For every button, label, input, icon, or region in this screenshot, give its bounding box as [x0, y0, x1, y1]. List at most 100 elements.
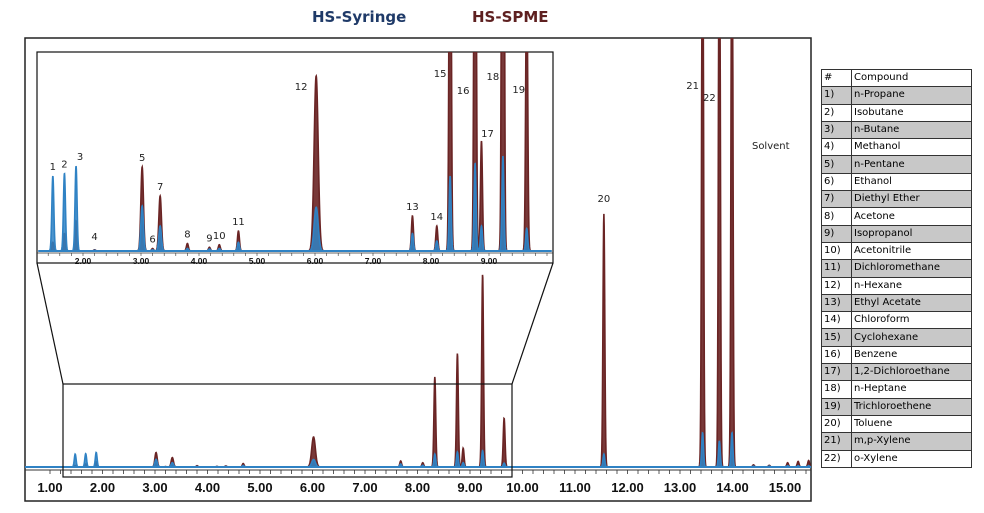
main-x-tick-label: 13.00 — [664, 480, 697, 495]
table-row: 7)Diethyl Ether — [822, 191, 972, 208]
peak-label: 9 — [206, 233, 212, 244]
peak-label: 14 — [430, 212, 443, 223]
compound-legend-table: #Compound1)n-Propane2)Isobutane3)n-Butan… — [821, 69, 972, 468]
peak-label: 8 — [184, 230, 190, 241]
number-cell: 18) — [822, 381, 852, 398]
legend-hs-spme: HS-SPME — [472, 8, 549, 26]
peak-label: 21 — [686, 81, 699, 92]
compound-cell: m,p-Xylene — [852, 433, 972, 450]
compound-cell: n-Pentane — [852, 156, 972, 173]
number-cell: 10) — [822, 242, 852, 259]
peak-label: 4 — [91, 232, 97, 243]
table-row: 1)n-Propane — [822, 87, 972, 104]
inset-x-tick-label: 2.00 — [75, 256, 92, 266]
number-cell: 19) — [822, 398, 852, 415]
compound-cell: Chloroform — [852, 312, 972, 329]
compound-cell: Toluene — [852, 415, 972, 432]
legend-hs-syringe: HS-Syringe — [312, 8, 406, 26]
compound-cell: n-Hexane — [852, 277, 972, 294]
main-x-tick-label: 2.00 — [90, 480, 115, 495]
peak-label: 11 — [232, 217, 245, 228]
peak-label: 12 — [295, 82, 308, 93]
table-row: 16)Benzene — [822, 346, 972, 363]
zoom-connector-right — [512, 263, 553, 384]
zoom-region-box — [63, 384, 512, 477]
peak-label: 6 — [149, 235, 155, 246]
compound-cell: Diethyl Ether — [852, 191, 972, 208]
compound-cell: n-Butane — [852, 121, 972, 138]
compound-cell: Methanol — [852, 139, 972, 156]
peak-label: 2 — [61, 160, 67, 171]
table-row: 4)Methanol — [822, 139, 972, 156]
main-x-tick-label: 3.00 — [142, 480, 167, 495]
number-cell: 2) — [822, 104, 852, 121]
number-cell: 7) — [822, 191, 852, 208]
main-x-tick-label: 1.00 — [37, 480, 62, 495]
peak-label: 1 — [50, 162, 56, 173]
inset-x-tick-label: 3.00 — [133, 256, 150, 266]
compound-cell: 1,2-Dichloroethane — [852, 364, 972, 381]
main-x-axis: 1.002.003.004.005.006.007.008.009.0010.0… — [25, 470, 811, 495]
number-cell: 4) — [822, 139, 852, 156]
inset-x-tick-label: 5.00 — [249, 256, 266, 266]
table-row: 21)m,p-Xylene — [822, 433, 972, 450]
table-row: 22)o-Xylene — [822, 450, 972, 467]
peak-label: 7 — [157, 182, 163, 193]
table-row: 8)Acetone — [822, 208, 972, 225]
zoom-connector-left — [37, 263, 63, 384]
table-row: 17)1,2-Dichloroethane — [822, 364, 972, 381]
table-row: 14)Chloroform — [822, 312, 972, 329]
number-cell: 20) — [822, 415, 852, 432]
number-cell: 15) — [822, 329, 852, 346]
main-x-tick-label: 15.00 — [769, 480, 802, 495]
peak-label: 3 — [77, 152, 83, 163]
number-cell: 3) — [822, 121, 852, 138]
peak-label: 10 — [213, 231, 226, 242]
table-row: 13)Ethyl Acetate — [822, 294, 972, 311]
compound-cell: Isopropanol — [852, 225, 972, 242]
table-row: 15)Cyclohexane — [822, 329, 972, 346]
table-row: 10)Acetonitrile — [822, 242, 972, 259]
main-x-tick-label: 8.00 — [405, 480, 430, 495]
main-x-tick-label: 4.00 — [195, 480, 220, 495]
number-cell: 21) — [822, 433, 852, 450]
compound-cell: o-Xylene — [852, 450, 972, 467]
compound-cell: Compound — [852, 70, 972, 87]
table-row: 3)n-Butane — [822, 121, 972, 138]
compound-cell: n-Heptane — [852, 381, 972, 398]
number-cell: 6) — [822, 173, 852, 190]
table-header-row: #Compound — [822, 70, 972, 87]
compound-cell: Cyclohexane — [852, 329, 972, 346]
number-cell: 16) — [822, 346, 852, 363]
main-x-tick-label: 11.00 — [559, 480, 591, 495]
compound-cell: Acetone — [852, 208, 972, 225]
number-cell: 22) — [822, 450, 852, 467]
main-x-tick-label: 10.00 — [506, 480, 539, 495]
compound-cell: Dichloromethane — [852, 260, 972, 277]
table-row: 11)Dichloromethane — [822, 260, 972, 277]
main-hs-syringe-trace — [25, 433, 811, 467]
peak-label: 20 — [598, 194, 611, 205]
inset-x-tick-label: 8.00 — [423, 256, 440, 266]
peak-label: 22 — [703, 93, 716, 104]
main-x-tick-label: 7.00 — [352, 480, 377, 495]
table-row: 2)Isobutane — [822, 104, 972, 121]
compound-cell: Trichloroethene — [852, 398, 972, 415]
number-cell: 5) — [822, 156, 852, 173]
peak-label: 13 — [406, 202, 419, 213]
number-cell: 11) — [822, 260, 852, 277]
table-row: 20)Toluene — [822, 415, 972, 432]
table-row: 5)n-Pentane — [822, 156, 972, 173]
number-cell: 1) — [822, 87, 852, 104]
compound-cell: Benzene — [852, 346, 972, 363]
peak-label: 16 — [457, 86, 470, 97]
compound-cell: Ethyl Acetate — [852, 294, 972, 311]
number-cell: 17) — [822, 364, 852, 381]
main-x-tick-label: 9.00 — [457, 480, 482, 495]
peak-label: Solvent — [752, 141, 790, 152]
number-cell: 8) — [822, 208, 852, 225]
main-x-tick-label: 5.00 — [247, 480, 272, 495]
main-x-tick-label: 14.00 — [716, 480, 749, 495]
peak-label: 17 — [481, 129, 494, 140]
peak-label: 15 — [434, 69, 447, 80]
